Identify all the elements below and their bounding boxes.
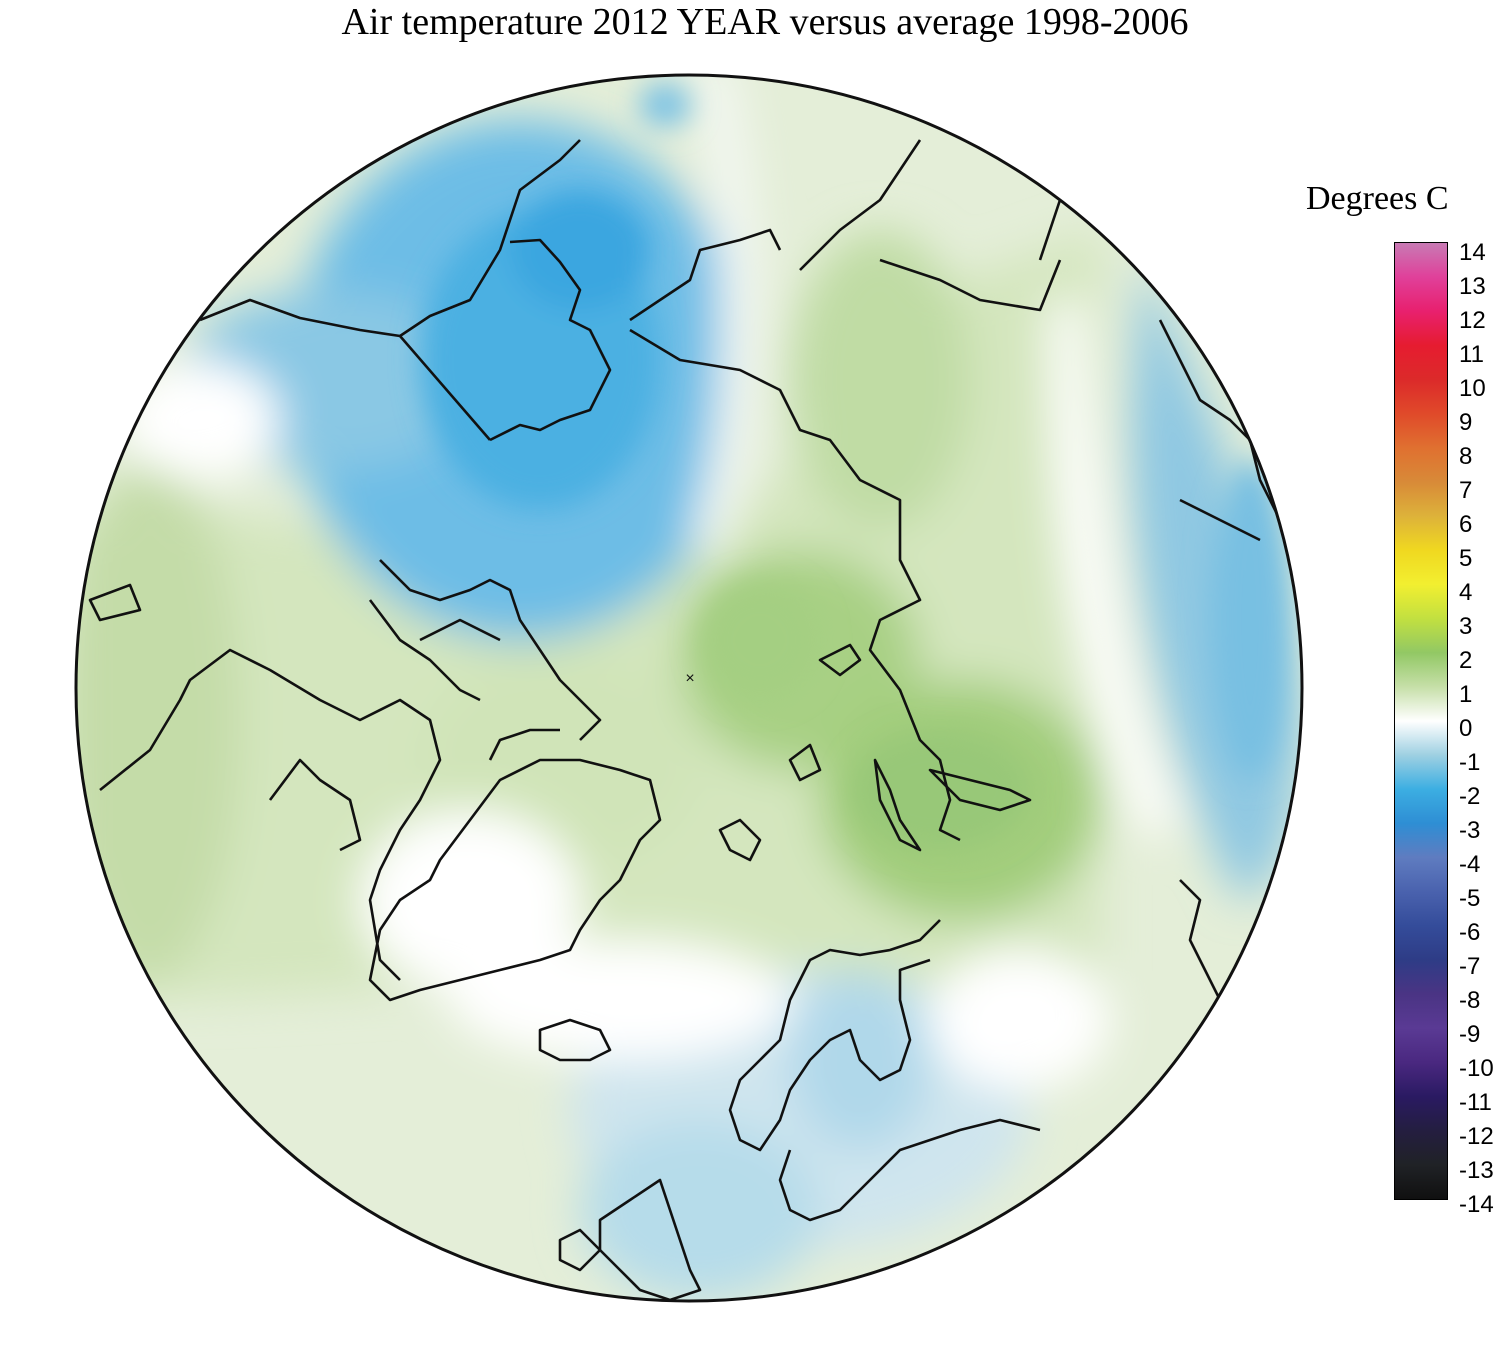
legend-tick-label: 11 [1459,341,1484,368]
legend-tick-label: -13 [1459,1157,1494,1184]
legend-tick-label: -12 [1459,1123,1494,1150]
legend-tick-label: 12 [1459,307,1486,334]
legend-tick-label: 6 [1459,511,1473,538]
legend-title: Degrees C [1306,180,1449,217]
legend-tick-label: 4 [1459,579,1473,606]
anomaly-field [76,75,1302,1301]
legend-tick-label: -10 [1459,1055,1494,1082]
legend-tick-label: 1 [1459,681,1473,708]
legend-tick-label: -4 [1459,851,1481,878]
legend-tick-label: -8 [1459,987,1481,1014]
legend-tick-label: 9 [1459,409,1473,436]
legend-tick-label: 2 [1459,647,1473,674]
legend-tick-label: -5 [1459,885,1481,912]
legend-tick-label: -6 [1459,919,1481,946]
legend-tick-label: -1 [1459,749,1481,776]
coastlines [88,139,1282,1301]
legend-tick-label: -11 [1459,1089,1492,1116]
legend-tick-label: 7 [1459,477,1473,504]
legend-tick-label: -14 [1459,1191,1494,1218]
legend-tick-label: -3 [1459,817,1481,844]
map-boundary [74,73,1304,1303]
legend-tick-label: 13 [1459,273,1486,300]
legend-tick-label: 0 [1459,715,1473,742]
legend-tick-label: -9 [1459,1021,1481,1048]
map-title: Air temperature 2012 YEAR versus average… [341,1,1189,43]
legend-tick-label: 10 [1459,375,1486,402]
svg-text:×: × [685,670,694,687]
legend-tick-label: -2 [1459,783,1481,810]
legend-tick-label: 3 [1459,613,1473,640]
legend-tick-label: -7 [1459,953,1481,980]
legend-tick-label: 8 [1459,443,1473,470]
legend-tick-label: 14 [1459,239,1486,266]
legend-colorbar [1394,242,1448,1200]
legend-tick-label: 5 [1459,545,1473,572]
